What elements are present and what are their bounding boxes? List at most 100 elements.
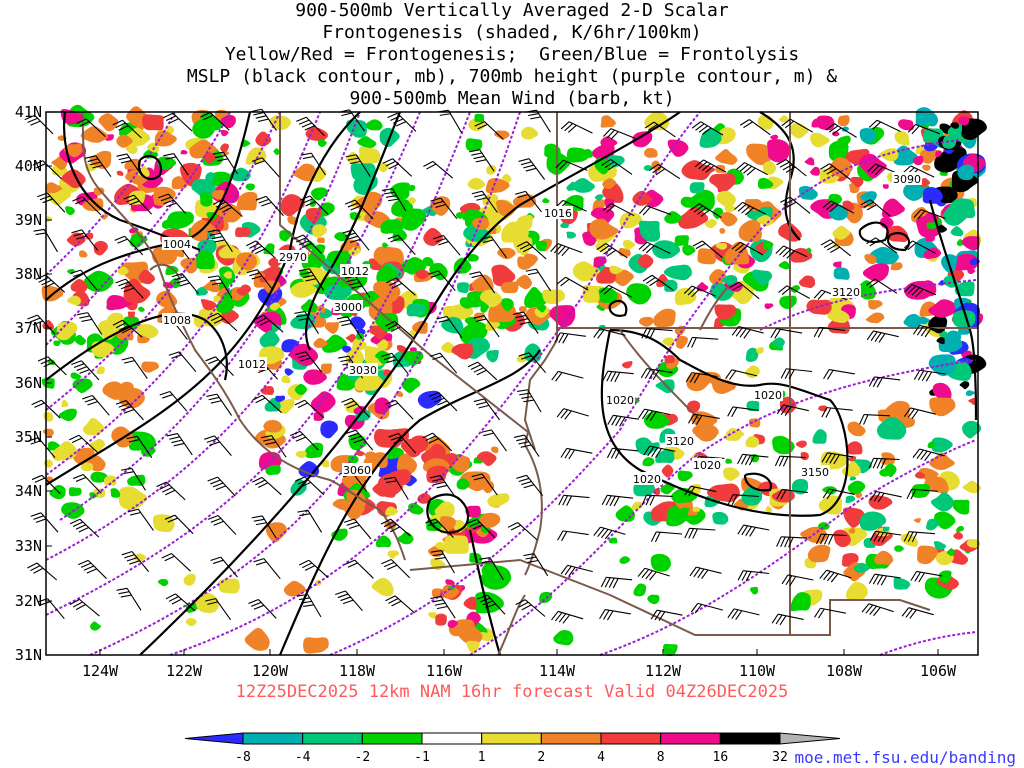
frontogenesis-cell [922,186,944,204]
frontogenesis-cell [348,455,359,464]
frontogenesis-cell [61,399,69,407]
frontogenesis-cell [721,275,739,286]
mslp-label-bg [692,458,722,471]
frontogenesis-cell [932,382,952,402]
frontogenesis-cell [78,250,88,258]
frontogenesis-cell [283,580,308,597]
wind-barb [866,278,898,294]
frontogenesis-cell [345,152,362,164]
frontogenesis-cell [924,476,949,494]
frontogenesis-cell [894,130,910,146]
frontogenesis-cell [72,378,94,394]
wind-barb [385,595,415,614]
frontogenesis-cell [602,178,617,190]
frontogenesis-cell [464,316,479,326]
frontogenesis-cell [633,583,647,597]
frontogenesis-cell [116,170,124,176]
wind-barb [381,188,407,212]
frontogenesis-cell [938,336,964,353]
wind-barb [820,163,851,180]
wind-barb [820,239,852,257]
wind-barb [381,352,409,375]
frontogenesis-cell [80,126,110,143]
wind-barb [518,352,547,374]
wind-barb [31,474,61,495]
frontogenesis-cell [218,578,241,594]
frontogenesis-cell [403,350,425,367]
wind-barb [866,330,899,343]
frontogenesis-cell [837,115,850,127]
wind-barb [687,336,719,348]
frontogenesis-cell [818,495,842,515]
frontogenesis-cell [715,242,728,250]
wind-barb [116,587,142,611]
height-contour [45,111,471,616]
height-label-bg [892,172,922,185]
frontogenesis-cell [810,166,820,176]
frontogenesis-cell [536,304,547,313]
frontogenesis-cell [832,261,842,268]
wind-barb [602,203,635,217]
wind-barb [600,284,633,298]
frontogenesis-cell [273,148,281,155]
frontogenesis-cell [845,495,856,504]
frontogenesis-cell [271,324,282,332]
wind-barb [776,159,807,177]
frontogenesis-cell [390,182,410,200]
frontogenesis-cell [939,331,948,338]
wind-barb [868,119,901,132]
frontogenesis-cell [680,196,699,208]
wind-barb [432,234,461,256]
frontogenesis-cell [589,218,621,240]
wind-barb [114,235,144,256]
frontogenesis-cell [138,306,145,312]
wind-barb [121,551,150,572]
frontogenesis-cell [259,330,281,349]
wind-barb [69,518,100,538]
frontogenesis-cell [45,182,64,194]
frontogenesis-cell [664,355,676,364]
wind-barb [860,199,891,217]
frontogenesis-cell [881,198,907,218]
wind-barb [778,285,810,299]
wind-barb [171,273,199,295]
frontogenesis-cell [828,140,849,163]
frontogenesis-cell [652,240,682,259]
frontogenesis-cell [451,343,474,360]
wind-barb [205,356,234,376]
frontogenesis-cell [594,194,604,201]
wind-barb [253,558,281,580]
frontogenesis-cell [442,305,460,318]
frontogenesis-cell [788,123,810,139]
wind-barb [430,595,456,619]
wind-barb [473,398,501,421]
frontogenesis-cell [923,247,942,260]
wind-barb [825,123,857,138]
wind-barb [71,229,99,251]
wind-barb [469,149,495,172]
frontogenesis-cell [279,230,293,242]
frontogenesis-cell [798,185,819,200]
frontogenesis-cell [931,437,955,453]
wind-barb [904,283,937,298]
wind-barb [255,195,284,217]
frontogenesis-cell [666,505,690,527]
wind-barb [477,594,506,615]
credit-link[interactable]: moe.met.fsu.edu/banding [794,748,1016,767]
wind-barb [606,447,639,459]
frontogenesis-cell [501,221,531,243]
frontogenesis-cell [452,519,469,533]
frontogenesis-cell [195,592,220,614]
frontogenesis-cell [93,240,109,256]
frontogenesis-cell [859,128,877,143]
mslp-label: 1016 [544,207,572,220]
frontogenesis-cell [305,240,316,250]
wind-barb [31,399,61,419]
frontogenesis-cell [476,451,498,467]
height-contour [45,111,176,276]
wind-barb [907,123,940,135]
frontogenesis-cell [806,247,812,253]
frontogenesis-cell [193,315,211,329]
frontogenesis-shading [41,104,989,657]
frontogenesis-cell [56,321,78,341]
